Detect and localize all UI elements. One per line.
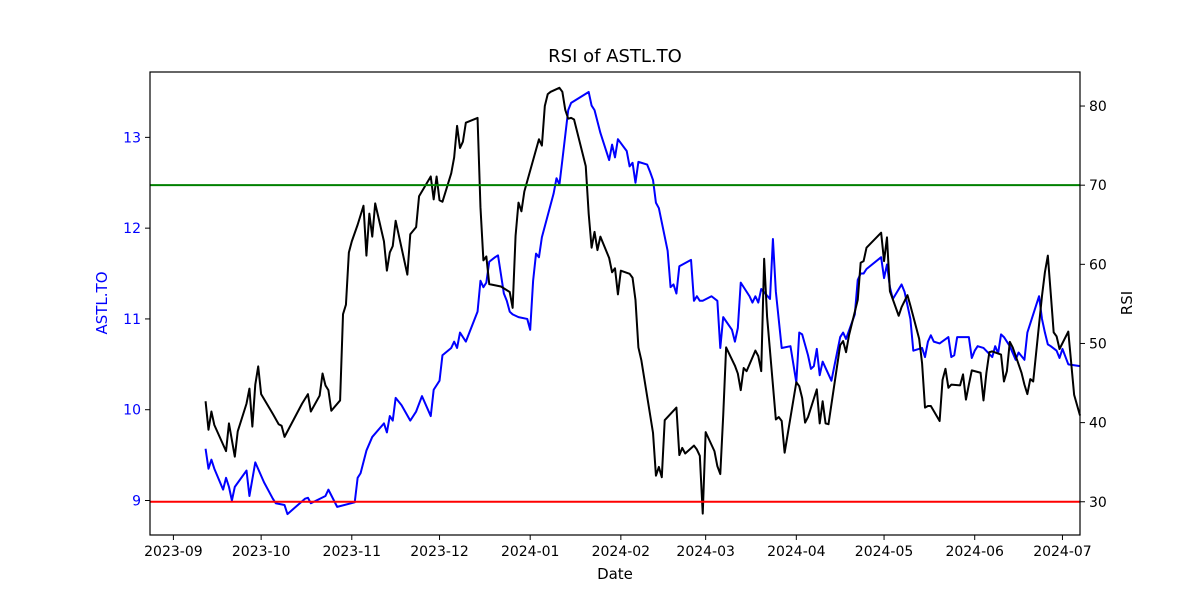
price-series-line	[204, 90, 1081, 516]
x-axis-label: Date	[597, 565, 633, 583]
x-tick-label: 2024-05	[855, 544, 914, 560]
plot-frame	[149, 71, 1081, 536]
x-tick-label: 2023-09	[144, 544, 203, 560]
x-tick-label: 2023-10	[232, 544, 291, 560]
x-tick-label: 2024-02	[592, 544, 651, 560]
chart-title: RSI of ASTL.TO	[548, 46, 682, 67]
left-tick-label: 12	[123, 221, 141, 237]
right-tick-label: 30	[1089, 495, 1107, 511]
right-tick-label: 80	[1089, 99, 1107, 115]
right-tick-label: 40	[1089, 416, 1107, 432]
x-tick-label: 2024-06	[945, 544, 1004, 560]
left-tick-label: 11	[123, 312, 141, 328]
right-tick-label: 50	[1089, 336, 1107, 352]
plot-area	[150, 86, 1081, 516]
left-tick-label: 13	[123, 130, 141, 146]
x-tick-label: 2023-12	[410, 544, 469, 560]
right-tick-label: 60	[1089, 257, 1107, 273]
rsi-series-line	[204, 86, 1081, 515]
right-axis-label: RSI	[1118, 291, 1136, 315]
x-tick-label: 2024-07	[1033, 544, 1092, 560]
x-tick-label: 2024-01	[501, 544, 560, 560]
x-tick-label: 2023-11	[323, 544, 382, 560]
left-axis-label: ASTL.TO	[93, 271, 111, 334]
x-tick-label: 2024-04	[767, 544, 826, 560]
x-tick-label: 2024-03	[676, 544, 735, 560]
right-tick-label: 70	[1089, 178, 1107, 194]
left-tick-label: 9	[132, 494, 141, 510]
left-tick-label: 10	[123, 403, 141, 419]
